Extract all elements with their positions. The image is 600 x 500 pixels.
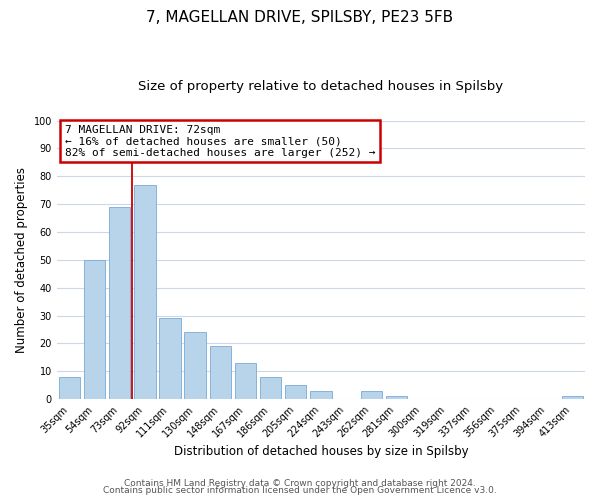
- Bar: [84, 260, 105, 399]
- Text: Contains public sector information licensed under the Open Government Licence v3: Contains public sector information licen…: [103, 486, 497, 495]
- Bar: [109, 207, 130, 399]
- Bar: [386, 396, 407, 399]
- Bar: [260, 377, 281, 399]
- Bar: [310, 391, 332, 399]
- Bar: [159, 318, 181, 399]
- Bar: [562, 396, 583, 399]
- X-axis label: Distribution of detached houses by size in Spilsby: Distribution of detached houses by size …: [173, 444, 468, 458]
- Bar: [59, 377, 80, 399]
- Bar: [361, 391, 382, 399]
- Y-axis label: Number of detached properties: Number of detached properties: [15, 167, 28, 353]
- Title: Size of property relative to detached houses in Spilsby: Size of property relative to detached ho…: [139, 80, 503, 93]
- Text: 7 MAGELLAN DRIVE: 72sqm
← 16% of detached houses are smaller (50)
82% of semi-de: 7 MAGELLAN DRIVE: 72sqm ← 16% of detache…: [65, 124, 375, 158]
- Bar: [184, 332, 206, 399]
- Text: Contains HM Land Registry data © Crown copyright and database right 2024.: Contains HM Land Registry data © Crown c…: [124, 478, 476, 488]
- Text: 7, MAGELLAN DRIVE, SPILSBY, PE23 5FB: 7, MAGELLAN DRIVE, SPILSBY, PE23 5FB: [146, 10, 454, 25]
- Bar: [134, 184, 155, 399]
- Bar: [285, 385, 307, 399]
- Bar: [235, 363, 256, 399]
- Bar: [209, 346, 231, 399]
